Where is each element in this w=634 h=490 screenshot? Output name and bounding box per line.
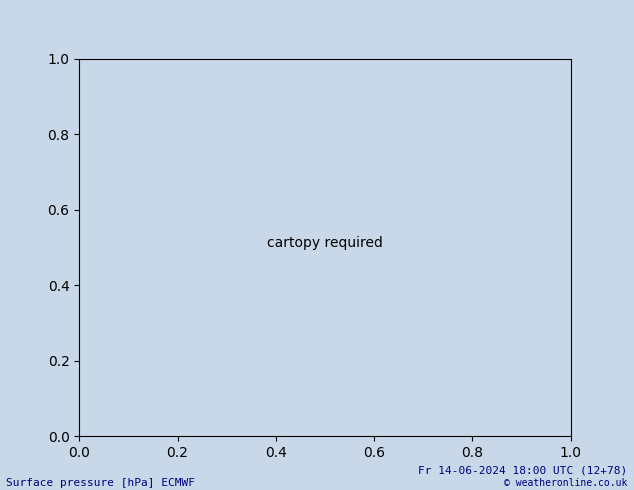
Text: Fr 14-06-2024 18:00 UTC (12+78): Fr 14-06-2024 18:00 UTC (12+78) [418, 466, 628, 475]
Text: Surface pressure [hPa] ECMWF: Surface pressure [hPa] ECMWF [6, 478, 195, 488]
Text: cartopy required: cartopy required [267, 237, 383, 250]
Text: © weatheronline.co.uk: © weatheronline.co.uk [504, 478, 628, 488]
